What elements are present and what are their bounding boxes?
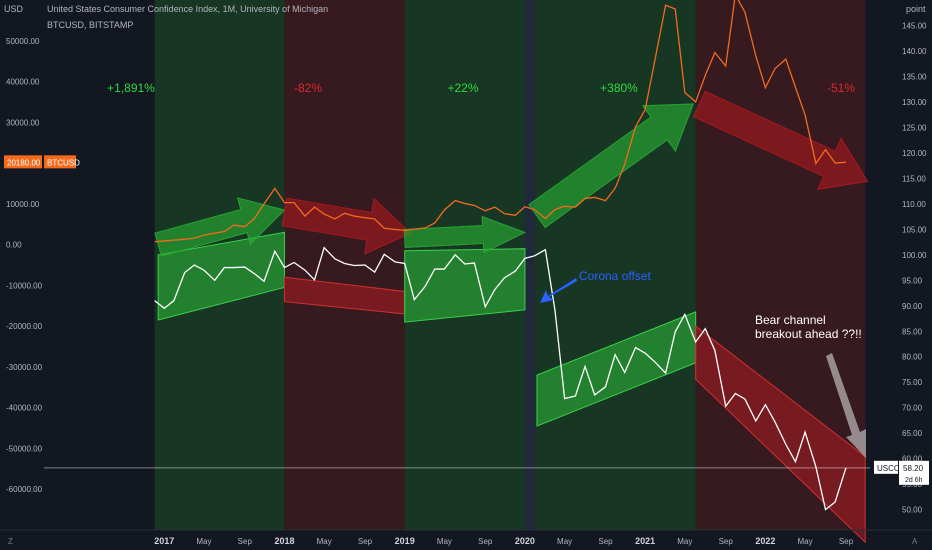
annotation-percent: -51% [827,81,855,95]
right-axis-tick-label: 115.00 [902,174,926,183]
chart-title: United States Consumer Confidence Index,… [47,4,329,14]
x-axis-tick-label: May [798,537,813,546]
left-axis-tick-label: 50000.00 [6,37,40,46]
x-axis-tick-label: 2019 [395,536,415,546]
btc-label-badge-text: BTCUSD [47,158,80,167]
x-axis-tick-label: Sep [719,537,734,546]
x-axis-tick-label: Sep [358,537,373,546]
left-axis-tick-label: -30000.00 [6,363,43,372]
annotation-percent: +1,891% [107,81,155,95]
auto-scale-button[interactable]: A [912,537,918,546]
usccl-line [154,246,847,511]
right-axis-tick-label: 70.00 [902,404,923,413]
left-axis-tick-label: -10000.00 [6,281,43,290]
right-axis-tick-label: 145.00 [902,21,927,30]
right-axis-tick-label: 135.00 [902,72,927,81]
shaded-period [534,0,696,530]
right-axis-tick-label: 95.00 [902,276,923,285]
green-arrow [528,103,694,229]
x-axis-tick-label: Sep [839,537,854,546]
right-axis-tick-label: 110.00 [902,200,926,209]
right-axis-tick-label: 120.00 [902,149,927,158]
left-axis-tick-label: 40000.00 [6,78,40,87]
right-axis-tick-label: 100.00 [902,251,927,260]
x-axis-tick-label: May [317,537,332,546]
x-axis-tick-label: May [557,537,572,546]
btc-price-badge-value: 20180.00 [7,158,41,167]
left-axis-tick-label: 10000.00 [6,200,40,209]
x-axis-tick-label: 2017 [154,536,174,546]
x-axis-tick-label: May [677,537,692,546]
green-channel [404,248,526,323]
right-axis-tick-label: 65.00 [902,429,923,438]
right-axis-tick-label: 90.00 [902,302,923,311]
left-axis-unit: USD [4,4,24,14]
left-axis-tick-label: -40000.00 [6,404,43,413]
right-axis-tick-label: 60.00 [902,455,923,464]
btcusd-line [154,0,847,243]
left-axis-tick-label: -50000.00 [6,444,43,453]
red-arrow [692,90,869,190]
annotation-percent: +380% [600,81,638,95]
left-axis-tick-label: 30000.00 [6,118,40,127]
right-axis-tick-label: 75.00 [902,378,923,387]
right-axis-tick-label: 80.00 [902,353,923,362]
x-axis-tick-label: May [196,537,211,546]
bear-channel-label: Bear channel [755,313,826,327]
right-axis-tick-label: 105.00 [902,225,927,234]
corona-offset-label: Corona offset [579,269,651,283]
bear-channel-label: breakout ahead ??!! [755,327,862,341]
left-axis-tick-label: 0.00 [6,241,22,250]
x-axis-tick-label: 2020 [515,536,535,546]
usccl-value-badge-text: 58.20 [903,464,924,473]
usccl-value-badge [899,460,929,485]
usccl-label-badge-text: USCCI [877,464,902,473]
right-axis-tick-label: 140.00 [902,47,927,56]
red-arrow [281,197,412,255]
left-axis-tick-label: -20000.00 [6,322,43,331]
x-axis-tick-label: May [437,537,452,546]
right-axis-tick-label: 85.00 [902,327,923,336]
x-axis-tick-label: Sep [238,537,253,546]
bear-channel-arrow [826,353,866,458]
x-axis-tick-label: Sep [478,537,493,546]
corona-offset-arrow [540,278,577,303]
btc-label-badge [44,155,76,169]
x-axis-tick-label: 2018 [274,536,294,546]
right-axis-tick-label: 130.00 [902,98,927,107]
btc-price-badge [4,155,42,169]
annotation-percent: -82% [294,81,322,95]
green-arrow [154,197,286,257]
x-axis-tick-label: 2021 [635,536,655,546]
x-axis-tick-label: Sep [598,537,613,546]
z-button[interactable]: Z [8,537,13,546]
usccl-countdown-text: 2d 6h [905,477,923,484]
usccl-label-badge [874,460,898,474]
x-axis-tick-label: 2022 [755,536,775,546]
right-axis-unit: point [906,4,926,14]
shaded-period [284,0,405,530]
annotation-percent: +22% [447,81,478,95]
right-axis-tick-label: 125.00 [902,123,927,132]
right-axis-tick-label: 50.00 [902,506,923,515]
corona-gap-shade [524,0,535,530]
chart-subtitle: BTCUSD, BITSTAMP [47,20,134,30]
left-axis-tick-label: -60000.00 [6,485,43,494]
